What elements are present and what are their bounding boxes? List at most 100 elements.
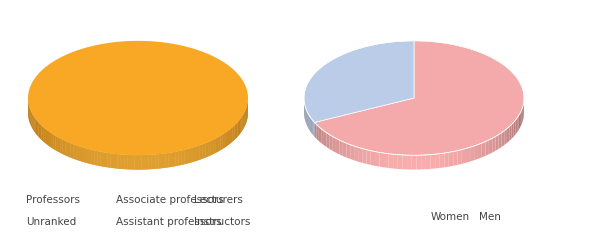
Polygon shape <box>28 109 248 167</box>
Polygon shape <box>28 103 248 161</box>
Polygon shape <box>309 115 310 130</box>
Polygon shape <box>314 41 524 155</box>
Polygon shape <box>166 153 169 168</box>
Polygon shape <box>332 137 336 153</box>
Polygon shape <box>221 134 223 150</box>
Polygon shape <box>28 109 248 166</box>
Polygon shape <box>68 142 71 157</box>
Polygon shape <box>28 103 248 160</box>
Polygon shape <box>214 138 216 154</box>
Polygon shape <box>28 109 248 167</box>
Polygon shape <box>60 138 62 154</box>
Polygon shape <box>238 121 239 137</box>
Polygon shape <box>138 155 142 169</box>
Polygon shape <box>28 108 248 165</box>
Polygon shape <box>522 106 523 123</box>
Polygon shape <box>28 100 248 158</box>
Polygon shape <box>521 108 522 125</box>
Polygon shape <box>426 155 431 169</box>
Polygon shape <box>28 101 248 158</box>
Polygon shape <box>407 155 412 169</box>
Polygon shape <box>88 149 91 164</box>
Polygon shape <box>519 113 520 130</box>
Polygon shape <box>28 108 248 165</box>
Polygon shape <box>28 106 248 163</box>
Polygon shape <box>124 155 128 169</box>
Polygon shape <box>520 111 521 127</box>
Polygon shape <box>35 117 36 133</box>
Text: Associate professors: Associate professors <box>116 195 224 205</box>
Polygon shape <box>435 154 440 168</box>
Polygon shape <box>162 153 166 168</box>
Polygon shape <box>398 155 403 169</box>
Polygon shape <box>53 134 55 150</box>
Polygon shape <box>319 127 321 143</box>
Polygon shape <box>458 150 462 165</box>
Polygon shape <box>489 138 492 154</box>
Polygon shape <box>101 152 104 167</box>
Polygon shape <box>28 107 248 164</box>
Polygon shape <box>326 133 329 149</box>
Polygon shape <box>128 155 131 169</box>
Polygon shape <box>312 119 313 135</box>
Polygon shape <box>37 121 38 137</box>
Polygon shape <box>28 111 248 168</box>
Polygon shape <box>178 150 182 166</box>
Polygon shape <box>317 125 319 141</box>
Polygon shape <box>28 103 248 161</box>
Polygon shape <box>28 101 248 158</box>
Polygon shape <box>227 130 229 146</box>
Polygon shape <box>34 116 35 132</box>
Polygon shape <box>362 149 367 164</box>
Polygon shape <box>496 135 499 151</box>
Polygon shape <box>28 110 248 168</box>
Polygon shape <box>343 142 346 157</box>
Polygon shape <box>239 119 240 135</box>
Polygon shape <box>499 133 502 149</box>
Polygon shape <box>28 102 248 160</box>
Polygon shape <box>474 144 478 160</box>
Polygon shape <box>191 147 194 162</box>
Polygon shape <box>28 107 248 165</box>
Polygon shape <box>379 152 384 167</box>
Polygon shape <box>28 106 248 163</box>
Polygon shape <box>158 154 162 168</box>
Text: Women: Women <box>431 212 470 222</box>
Text: Men: Men <box>479 212 500 222</box>
Polygon shape <box>28 101 248 159</box>
Polygon shape <box>148 155 152 169</box>
Polygon shape <box>412 155 416 169</box>
Polygon shape <box>507 127 509 143</box>
Polygon shape <box>403 155 407 169</box>
Polygon shape <box>229 129 231 144</box>
Polygon shape <box>197 145 200 161</box>
Polygon shape <box>58 137 60 153</box>
Text: Lecturers: Lecturers <box>194 195 242 205</box>
Polygon shape <box>308 114 309 129</box>
Polygon shape <box>107 153 110 168</box>
Polygon shape <box>28 100 248 158</box>
Polygon shape <box>223 133 225 149</box>
Polygon shape <box>30 109 31 125</box>
Polygon shape <box>91 150 94 165</box>
Polygon shape <box>28 103 248 161</box>
Polygon shape <box>225 132 227 147</box>
Polygon shape <box>28 105 248 162</box>
Polygon shape <box>515 118 517 134</box>
Polygon shape <box>28 102 248 160</box>
Polygon shape <box>449 151 453 167</box>
Polygon shape <box>466 147 470 163</box>
Polygon shape <box>444 152 449 167</box>
Polygon shape <box>118 154 121 169</box>
Text: Unranked: Unranked <box>26 217 76 227</box>
Polygon shape <box>200 144 203 160</box>
Polygon shape <box>28 112 248 169</box>
Polygon shape <box>453 150 458 166</box>
Polygon shape <box>28 99 248 157</box>
Polygon shape <box>28 100 248 157</box>
Polygon shape <box>235 124 236 140</box>
Polygon shape <box>73 144 76 160</box>
Text: Professors: Professors <box>26 195 80 205</box>
Polygon shape <box>514 120 515 137</box>
Polygon shape <box>28 110 248 168</box>
